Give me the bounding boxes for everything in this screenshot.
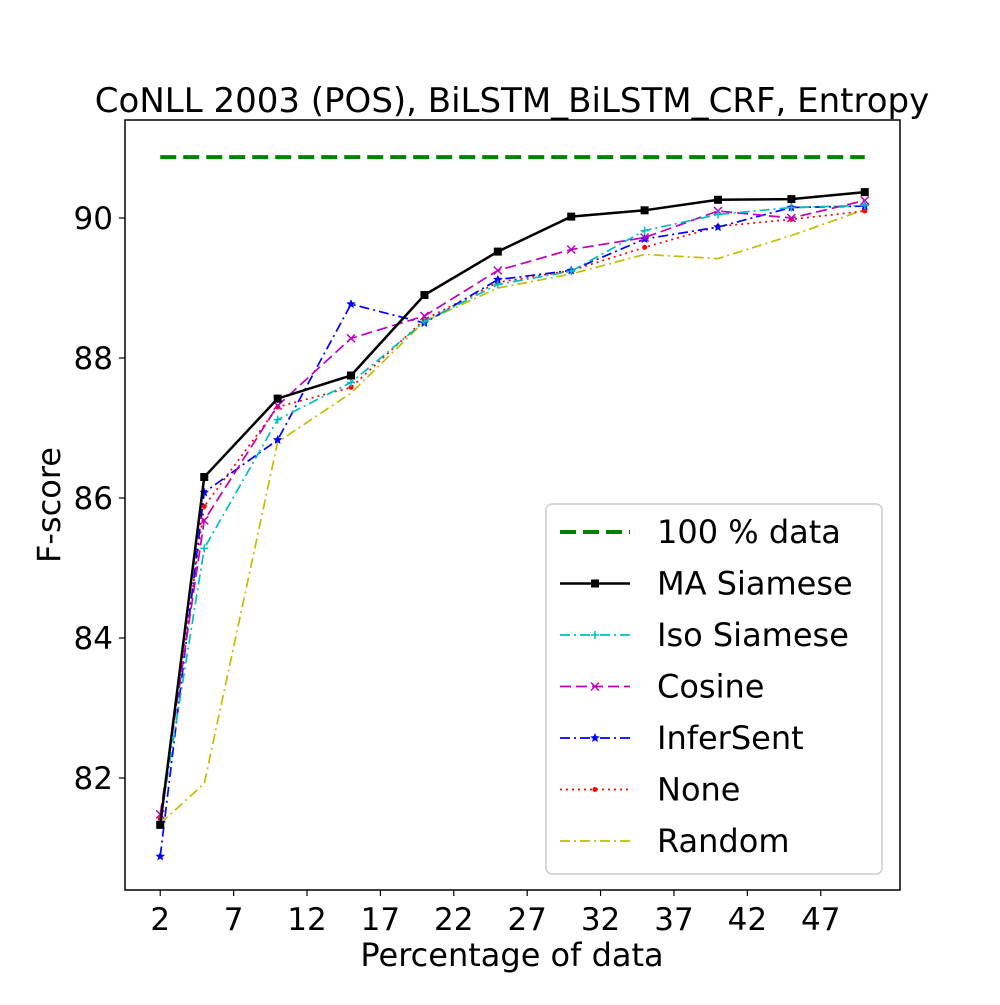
legend-label: MA Siamese (657, 565, 853, 603)
x-tick-label: 27 (507, 902, 546, 938)
chart-title: CoNLL 2003 (POS), BiLSTM_BiLSTM_CRF, Ent… (95, 81, 929, 121)
data-point-marker (200, 544, 209, 553)
data-point-marker (860, 188, 869, 197)
data-point-marker (493, 265, 503, 276)
data-point-marker (346, 299, 356, 309)
legend-entry: MA Siamese (560, 565, 853, 603)
data-point-marker (420, 291, 429, 299)
data-point-marker (493, 247, 502, 256)
data-point-marker (200, 473, 209, 481)
data-point-marker (860, 201, 869, 210)
legend-label: InferSent (657, 719, 804, 757)
y-tick-label: 90 (74, 201, 113, 237)
legend-label: Random (657, 822, 789, 860)
data-point-marker (348, 384, 354, 390)
data-point-marker (272, 434, 283, 444)
x-tick-label: 42 (728, 902, 767, 938)
x-tick-label: 17 (361, 902, 400, 938)
x-tick-label: 22 (434, 902, 473, 938)
legend-label: 100 % data (657, 513, 841, 551)
y-axis-label: F-score (30, 447, 68, 563)
data-point-marker (640, 226, 649, 235)
legend-entry: InferSent (560, 719, 804, 757)
legend-box (545, 503, 883, 875)
data-point-marker (155, 851, 165, 861)
legend-label: None (657, 771, 740, 809)
series-iso-siamese (156, 201, 869, 826)
data-point-marker (590, 733, 600, 743)
legend-entry: 100 % data (560, 513, 841, 551)
data-point-marker (591, 631, 599, 639)
data-point-marker (273, 415, 282, 424)
data-point-marker (713, 210, 722, 219)
series-ma-siamese (156, 188, 869, 829)
legend-entry: None (560, 771, 740, 809)
data-point-marker (156, 820, 165, 829)
legend-entry: Cosine (560, 668, 764, 706)
data-point-marker (640, 206, 649, 215)
data-point-marker (862, 208, 868, 214)
legend-entry: Random (560, 822, 789, 860)
legend-entry: Iso Siamese (560, 616, 849, 654)
x-tick-label: 32 (581, 902, 620, 938)
data-point-marker (493, 280, 502, 289)
legend-label: Iso Siamese (657, 616, 849, 654)
x-axis: 2 7 12 17 22 27 32 37 42 47 (150, 890, 840, 938)
y-tick-label: 84 (74, 621, 113, 657)
y-tick-label: 82 (74, 761, 113, 797)
data-point-marker (419, 311, 429, 321)
data-point-marker (346, 333, 356, 343)
y-tick-label: 86 (74, 481, 113, 517)
data-point-marker (786, 213, 796, 223)
data-point-marker (860, 195, 870, 206)
legend-label: Cosine (657, 668, 764, 706)
y-axis: 82 84 86 88 90 (74, 201, 125, 797)
data-point-marker (199, 515, 209, 525)
data-point-marker (420, 317, 429, 326)
data-point-marker (713, 195, 722, 204)
plot-frame (124, 119, 901, 891)
data-point-marker (713, 222, 723, 232)
data-point-marker (787, 203, 796, 212)
legend: 100 % data MA Siamese Iso Siamese Cosine Inf… (545, 503, 883, 875)
series-line (159, 205, 865, 857)
data-point-marker (566, 244, 576, 255)
data-point-marker (347, 371, 356, 380)
data-point-marker (642, 244, 648, 250)
plot-area (155, 155, 870, 861)
data-point-marker (640, 233, 650, 243)
x-tick-label: 7 (224, 902, 244, 938)
data-point-marker (273, 394, 282, 403)
y-tick-label: 88 (74, 341, 113, 377)
data-point-marker (787, 195, 796, 204)
data-point-marker (201, 503, 207, 509)
data-point-marker (567, 212, 576, 221)
data-point-marker (567, 267, 576, 276)
x-tick-label: 47 (801, 902, 840, 938)
data-point-marker (590, 681, 600, 692)
x-tick-label: 37 (654, 902, 693, 938)
x-tick-label: 12 (287, 902, 326, 938)
data-point-marker (493, 274, 503, 284)
data-point-marker (591, 579, 599, 588)
x-axis-label: Percentage of data (360, 936, 663, 974)
data-point-marker (347, 378, 356, 387)
x-tick-label: 2 (150, 902, 170, 938)
data-point-marker (592, 787, 598, 792)
